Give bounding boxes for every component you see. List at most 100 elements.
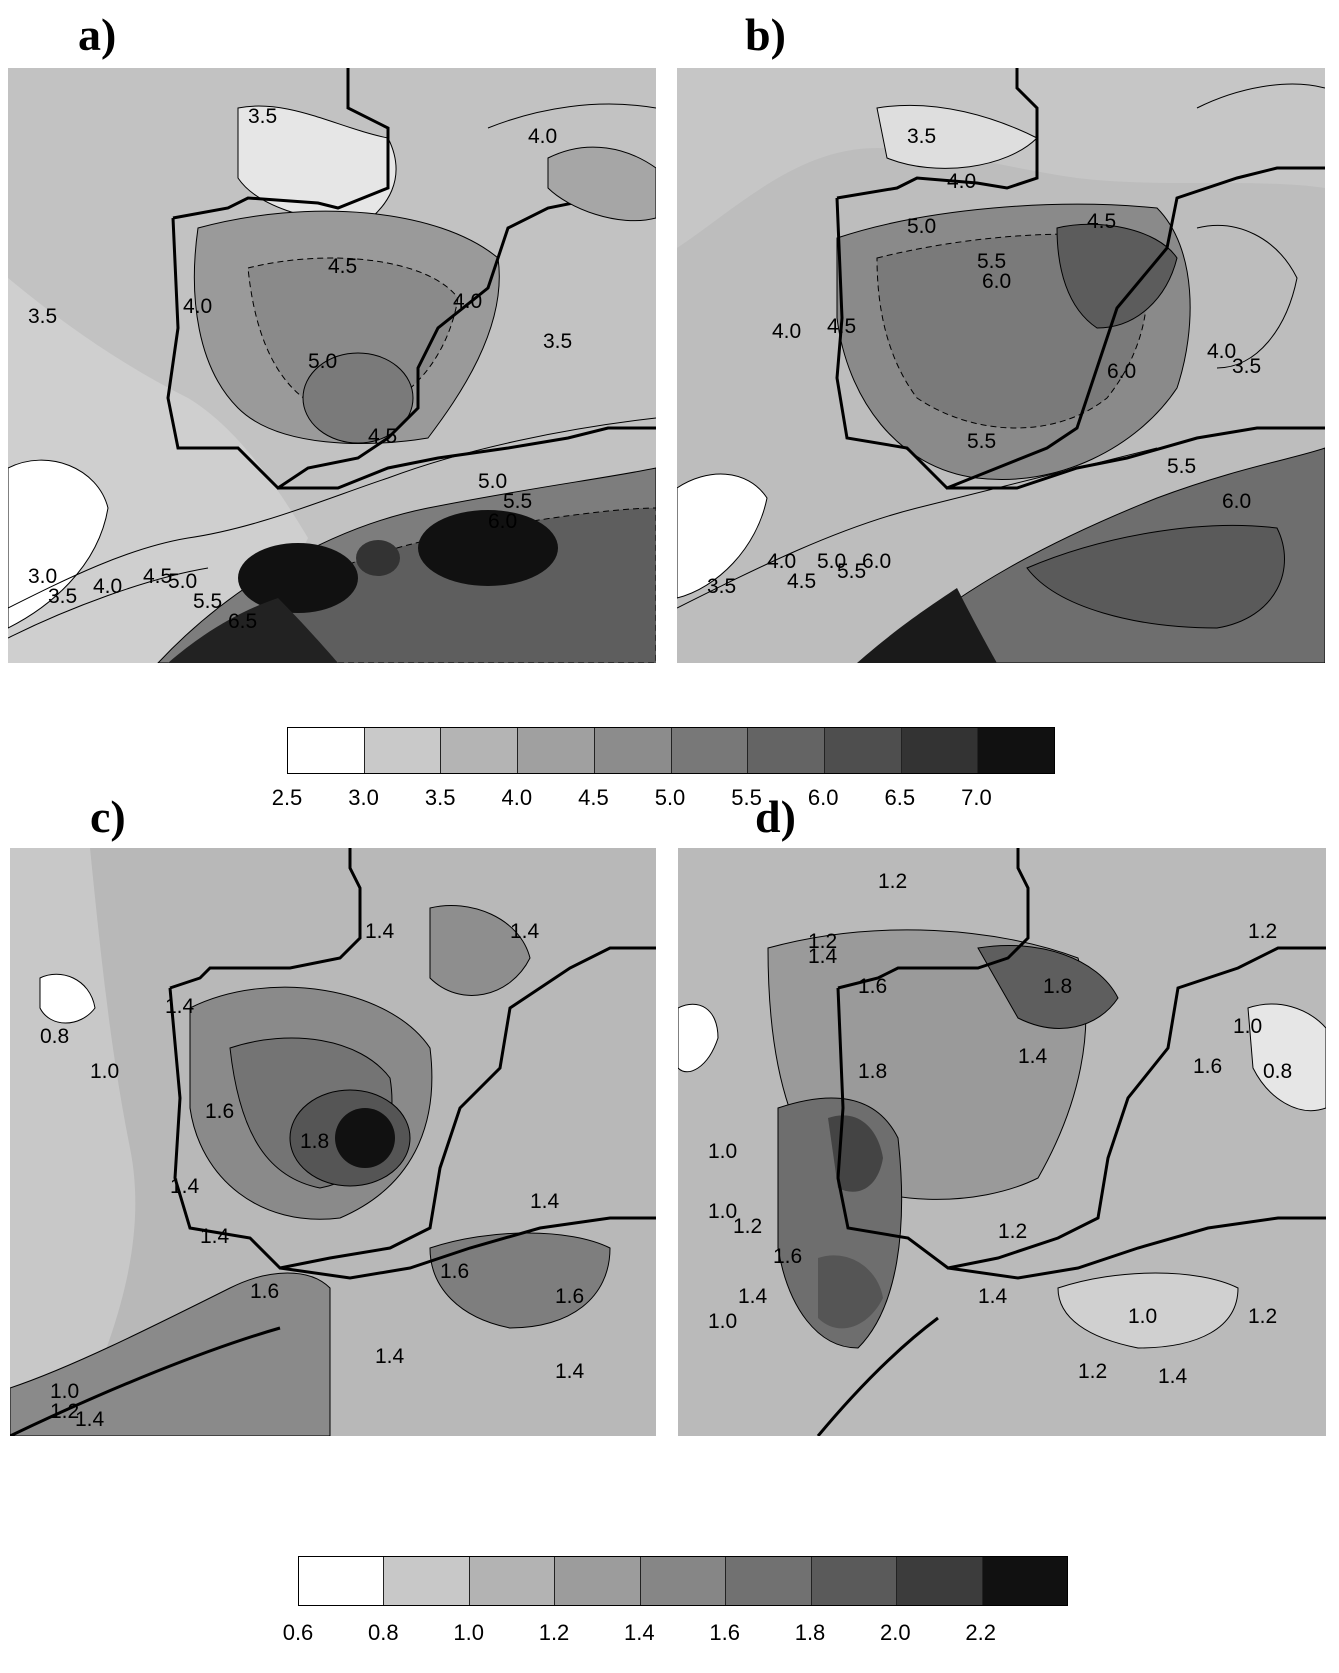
colorbar-swatch xyxy=(671,728,749,773)
colorbar-tick-label: 1.2 xyxy=(538,1620,570,1645)
colorbar-tick-label: 5.0 xyxy=(654,785,686,810)
contour-label: 1.4 xyxy=(530,1190,560,1213)
contour-label: 3.0 xyxy=(28,565,57,588)
contour-label: 6.0 xyxy=(1222,490,1251,513)
contour-label: 5.0 xyxy=(168,570,197,593)
contour-label: 5.5 xyxy=(977,250,1006,273)
contour-label: 0.8 xyxy=(40,1025,69,1048)
map-panel-a: 3.5 4.0 4.5 4.0 3.5 4.0 5.0 4.5 3.5 5.0 … xyxy=(8,68,656,663)
contour-label: 5.5 xyxy=(967,430,996,453)
contour-label: 1.4 xyxy=(375,1345,405,1368)
contour-label: 1.2 xyxy=(808,930,837,953)
contour-label: 1.2 xyxy=(1248,920,1277,943)
contour-label: 1.2 xyxy=(1078,1360,1107,1383)
colorbar-tick-label: 0.8 xyxy=(368,1620,399,1645)
contour-label: 3.5 xyxy=(28,305,57,328)
colorbar-swatch xyxy=(978,728,1055,773)
contour-label: 4.5 xyxy=(787,570,816,593)
contour-label: 6.5 xyxy=(228,610,257,633)
colorbar-swatch xyxy=(299,1557,385,1605)
contour-label: 4.5 xyxy=(328,255,357,278)
colorbar-tick-label: 7.0 xyxy=(961,785,992,810)
panel-d-label: d) xyxy=(755,791,796,842)
contour-label: 1.8 xyxy=(858,1060,887,1083)
map-panel-c: 0.8 1.0 1.4 1.4 1.4 1.6 1.8 1.4 1.4 1.4 … xyxy=(10,848,656,1436)
colorbar-swatch xyxy=(469,1557,556,1605)
contour-label: 6.0 xyxy=(1107,360,1136,383)
panel-c-label: c) xyxy=(90,791,126,842)
contour-label: 1.0 xyxy=(50,1380,79,1403)
colorbar-top xyxy=(287,727,1055,774)
colorbar-tick-label: 2.2 xyxy=(965,1620,996,1645)
colorbar-swatch xyxy=(441,728,519,773)
map-panel-d: 1.2 1.2 1.4 1.6 1.8 1.2 1.0 1.4 0.8 1.6 … xyxy=(678,848,1326,1436)
colorbar-swatch xyxy=(897,1557,983,1605)
contour-label: 1.2 xyxy=(733,1215,762,1238)
contour-label: 1.2 xyxy=(50,1400,79,1423)
contour-label: 1.6 xyxy=(1193,1055,1222,1078)
contour-label: 5.0 xyxy=(478,470,507,493)
contour-label: 1.4 xyxy=(978,1285,1008,1308)
contour-label: 4.0 xyxy=(528,125,557,148)
contour-label: 6.0 xyxy=(488,510,517,533)
contour-label: 1.4 xyxy=(165,995,195,1018)
colorbar-swatch xyxy=(824,728,902,773)
colorbar-tick-label: 2.5 xyxy=(271,785,303,810)
colorbar-bottom xyxy=(298,1556,1068,1606)
colorbar-tick-label: 2.0 xyxy=(880,1620,911,1645)
colorbar-tick-label: 1.4 xyxy=(624,1620,655,1645)
contour-label: 6.0 xyxy=(982,270,1011,293)
contour-label: 4.0 xyxy=(1207,340,1236,363)
contour-label: 5.0 xyxy=(907,215,936,238)
contour-label: 1.4 xyxy=(75,1408,105,1431)
contour-label: 1.6 xyxy=(250,1280,279,1303)
contour-label: 1.8 xyxy=(300,1130,329,1153)
contour-label: 1.4 xyxy=(555,1360,585,1383)
contour-label: 4.0 xyxy=(767,550,796,573)
colorbar-tick-label: 6.5 xyxy=(884,785,916,810)
contour-label: 5.5 xyxy=(503,490,532,513)
contour-label: 4.0 xyxy=(772,320,801,343)
contour-label: 1.6 xyxy=(205,1100,234,1123)
panel-b-label: b) xyxy=(745,9,786,60)
contour-label: 5.5 xyxy=(837,560,866,583)
contour-label: 3.5 xyxy=(248,105,277,128)
colorbar-top-ticks: 2.5 3.0 3.5 4.0 4.5 5.0 5.5 6.0 6.5 7.0 xyxy=(272,785,1053,815)
colorbar-tick-label: 1.6 xyxy=(709,1620,740,1645)
colorbar-tick-label: 3.5 xyxy=(424,785,456,810)
contour-label: 1.4 xyxy=(808,945,838,968)
colorbar-swatch xyxy=(594,728,672,773)
colorbar-tick-label: 6.0 xyxy=(807,785,839,810)
contour-label: 1.0 xyxy=(708,1310,737,1333)
contour-label: 1.4 xyxy=(1018,1045,1048,1068)
contour-label: 1.0 xyxy=(90,1060,119,1083)
contour-label: 1.2 xyxy=(878,870,907,893)
contour-label: 1.0 xyxy=(708,1140,737,1163)
contour-label: 1.6 xyxy=(555,1285,584,1308)
contour-label: 1.0 xyxy=(1233,1015,1262,1038)
contour-label: 1.0 xyxy=(708,1200,737,1223)
contour-label: 1.6 xyxy=(773,1245,802,1268)
colorbar-swatch xyxy=(901,728,979,773)
contour-label: 4.0 xyxy=(453,290,482,313)
colorbar-swatch xyxy=(384,1557,470,1605)
contour-label: 4.0 xyxy=(93,575,122,598)
contour-label: 5.0 xyxy=(308,350,337,373)
colorbar-swatch xyxy=(364,728,442,773)
colorbar-swatch xyxy=(811,1557,898,1605)
panel-a-label: a) xyxy=(78,9,117,60)
colorbar-tick-label: 0.6 xyxy=(282,1620,314,1645)
colorbar-bottom-ticks: 0.6 0.8 1.0 1.2 1.4 1.6 1.8 2.0 2.2 xyxy=(283,1620,1066,1650)
colorbar-tick-label: 4.0 xyxy=(501,785,533,810)
colorbar-swatch xyxy=(288,728,365,773)
contour-label: 4.5 xyxy=(827,315,856,338)
colorbar-swatch xyxy=(555,1557,641,1605)
contour-label: 5.5 xyxy=(193,590,222,613)
colorbar-tick-label: 3.0 xyxy=(348,785,379,810)
colorbar-tick-label: 4.5 xyxy=(578,785,609,810)
contour-label: 3.5 xyxy=(907,125,936,148)
contour-label: 3.5 xyxy=(543,330,572,353)
contour-label: 1.8 xyxy=(1043,975,1072,998)
contour-label: 4.5 xyxy=(1087,210,1116,233)
colorbar-swatch xyxy=(982,1557,1067,1605)
